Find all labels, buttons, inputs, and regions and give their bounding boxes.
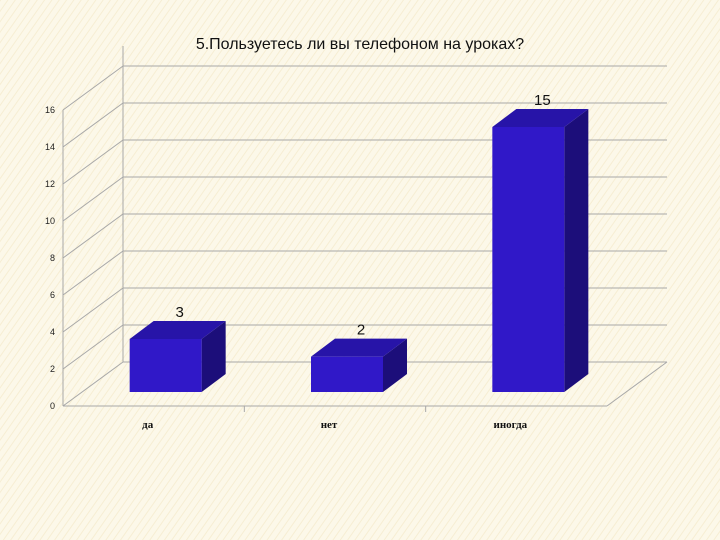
bar-side [564, 108, 589, 393]
bar-3: 15 [492, 92, 589, 393]
grid-diagonal [62, 324, 124, 370]
grid-diagonal [62, 139, 124, 185]
grid-diagonal [62, 213, 124, 259]
y-tick-label: 10 [45, 216, 55, 226]
chart-title: 5.Пользуетесь ли вы телефоном на уроках? [195, 36, 525, 53]
y-tick-label: 14 [45, 142, 55, 152]
y-tick-label: 2 [50, 364, 55, 374]
x-axis-categories: да нет иногда [142, 419, 528, 431]
y-tick-label: 0 [50, 401, 55, 411]
bar-series: 3 2 15 [129, 92, 589, 393]
y-tick-label: 8 [50, 253, 55, 263]
bar-top [311, 338, 407, 357]
grid-diagonal [62, 287, 124, 333]
bar-side [201, 320, 226, 392]
bar-top [492, 108, 589, 127]
bar-front [129, 338, 202, 392]
y-axis-ticks: 0 2 4 6 8 10 12 14 16 [45, 105, 55, 411]
grid-diagonal [62, 65, 124, 111]
bar-2: 2 [311, 322, 407, 392]
bar-front [492, 126, 565, 393]
data-label: 3 [175, 304, 183, 321]
bar-top [129, 320, 226, 339]
bar-side [383, 338, 407, 392]
grid-diagonal [62, 250, 124, 296]
grid-diagonal [62, 176, 124, 222]
data-label: 15 [534, 92, 551, 109]
grid-diagonal [62, 361, 124, 407]
bar-front [311, 356, 383, 392]
floor-right-edge [606, 361, 668, 407]
x-category-label: нет [321, 419, 338, 431]
y-tick-label: 12 [45, 179, 55, 189]
x-category-label: иногда [493, 419, 527, 431]
x-category-label: да [142, 419, 154, 431]
y-tick-label: 16 [45, 105, 55, 115]
y-tick-label: 4 [50, 327, 55, 337]
bar-1: 3 [129, 304, 226, 392]
y-tick-label: 6 [50, 290, 55, 300]
data-label: 2 [357, 322, 365, 339]
grid-diagonal [62, 102, 124, 148]
